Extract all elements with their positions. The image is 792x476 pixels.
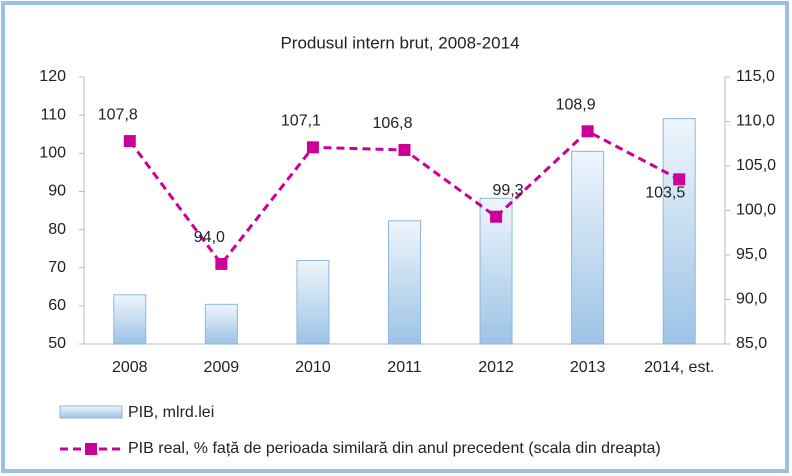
y2-tick-label: 110,0 bbox=[736, 113, 775, 130]
data-label: 107,1 bbox=[281, 113, 321, 130]
y2-tick-label: 115,0 bbox=[736, 68, 775, 85]
marker bbox=[673, 173, 686, 186]
y2-tick-label: 85,0 bbox=[736, 335, 767, 352]
legend-marker-icon bbox=[85, 443, 97, 455]
bar bbox=[662, 118, 696, 345]
bar bbox=[296, 259, 330, 345]
marker bbox=[581, 125, 594, 138]
legend-label: PIB, mlrd.lei bbox=[128, 404, 214, 421]
chart-title: Produsul intern brut, 2008-2014 bbox=[280, 33, 519, 52]
y-tick-label: 90 bbox=[48, 183, 66, 200]
legend-label: PIB real, % față de perioada similară di… bbox=[128, 440, 661, 457]
y-tick-label: 60 bbox=[48, 297, 66, 314]
x-tick-label: 2013 bbox=[570, 359, 606, 376]
data-label: 107,8 bbox=[98, 106, 138, 123]
data-label: 94,0 bbox=[194, 229, 225, 246]
x-tick-label: 2010 bbox=[295, 359, 331, 376]
y-tick-label: 110 bbox=[40, 106, 66, 123]
marker bbox=[398, 143, 411, 156]
y-tick-label: 70 bbox=[48, 259, 66, 276]
x-tick-label: 2008 bbox=[112, 359, 148, 376]
x-tick-label: 2011 bbox=[387, 359, 422, 376]
bar bbox=[571, 150, 605, 345]
data-label: 106,8 bbox=[372, 115, 412, 132]
y-tick-label: 50 bbox=[48, 335, 66, 352]
x-tick-label: 2009 bbox=[204, 359, 240, 376]
y2-tick-label: 90,0 bbox=[736, 291, 767, 308]
marker bbox=[306, 141, 319, 154]
bar bbox=[388, 220, 421, 345]
y-tick-label: 80 bbox=[48, 221, 66, 238]
bar bbox=[113, 294, 147, 345]
legend-bar-icon bbox=[59, 405, 123, 419]
data-label: 99,3 bbox=[493, 182, 524, 199]
data-label: 108,9 bbox=[556, 97, 596, 114]
x-tick-label: 2012 bbox=[478, 359, 514, 376]
y2-tick-label: 105,0 bbox=[736, 157, 776, 174]
y2-tick-label: 95,0 bbox=[736, 246, 767, 263]
marker bbox=[215, 257, 228, 270]
y-tick-label: 120 bbox=[39, 68, 66, 85]
marker bbox=[123, 135, 136, 148]
data-label: 103,5 bbox=[645, 185, 685, 202]
x-tick-label: 2014, est. bbox=[644, 359, 714, 376]
y-tick-label: 100 bbox=[39, 145, 66, 162]
bar bbox=[204, 303, 238, 345]
marker bbox=[490, 210, 503, 223]
y2-tick-label: 100,0 bbox=[736, 202, 776, 219]
